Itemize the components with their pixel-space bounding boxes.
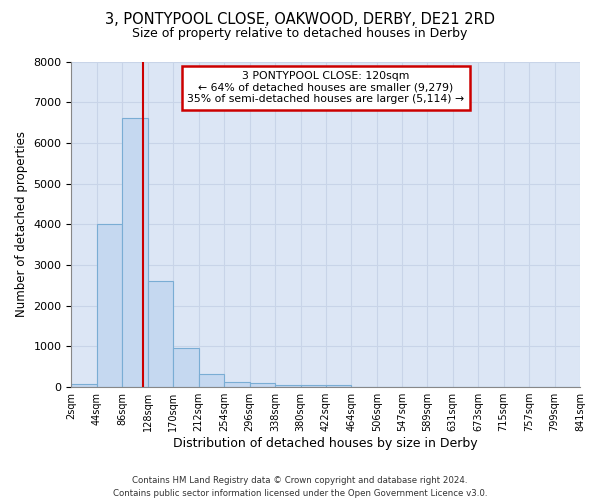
- Text: Contains HM Land Registry data © Crown copyright and database right 2024.
Contai: Contains HM Land Registry data © Crown c…: [113, 476, 487, 498]
- Bar: [71, 384, 97, 387]
- Bar: [173, 348, 199, 387]
- Text: Size of property relative to detached houses in Derby: Size of property relative to detached ho…: [133, 28, 467, 40]
- Bar: [275, 384, 301, 387]
- Bar: [224, 382, 250, 387]
- Bar: [199, 374, 224, 387]
- Bar: [250, 383, 275, 387]
- Bar: [301, 385, 326, 387]
- Bar: [148, 282, 173, 387]
- Text: 3 PONTYPOOL CLOSE: 120sqm
← 64% of detached houses are smaller (9,279)
35% of se: 3 PONTYPOOL CLOSE: 120sqm ← 64% of detac…: [187, 72, 464, 104]
- Y-axis label: Number of detached properties: Number of detached properties: [15, 132, 28, 318]
- Text: 3, PONTYPOOL CLOSE, OAKWOOD, DERBY, DE21 2RD: 3, PONTYPOOL CLOSE, OAKWOOD, DERBY, DE21…: [105, 12, 495, 28]
- X-axis label: Distribution of detached houses by size in Derby: Distribution of detached houses by size …: [173, 437, 478, 450]
- Bar: [122, 118, 148, 387]
- Bar: [326, 385, 352, 387]
- Bar: [97, 224, 122, 387]
